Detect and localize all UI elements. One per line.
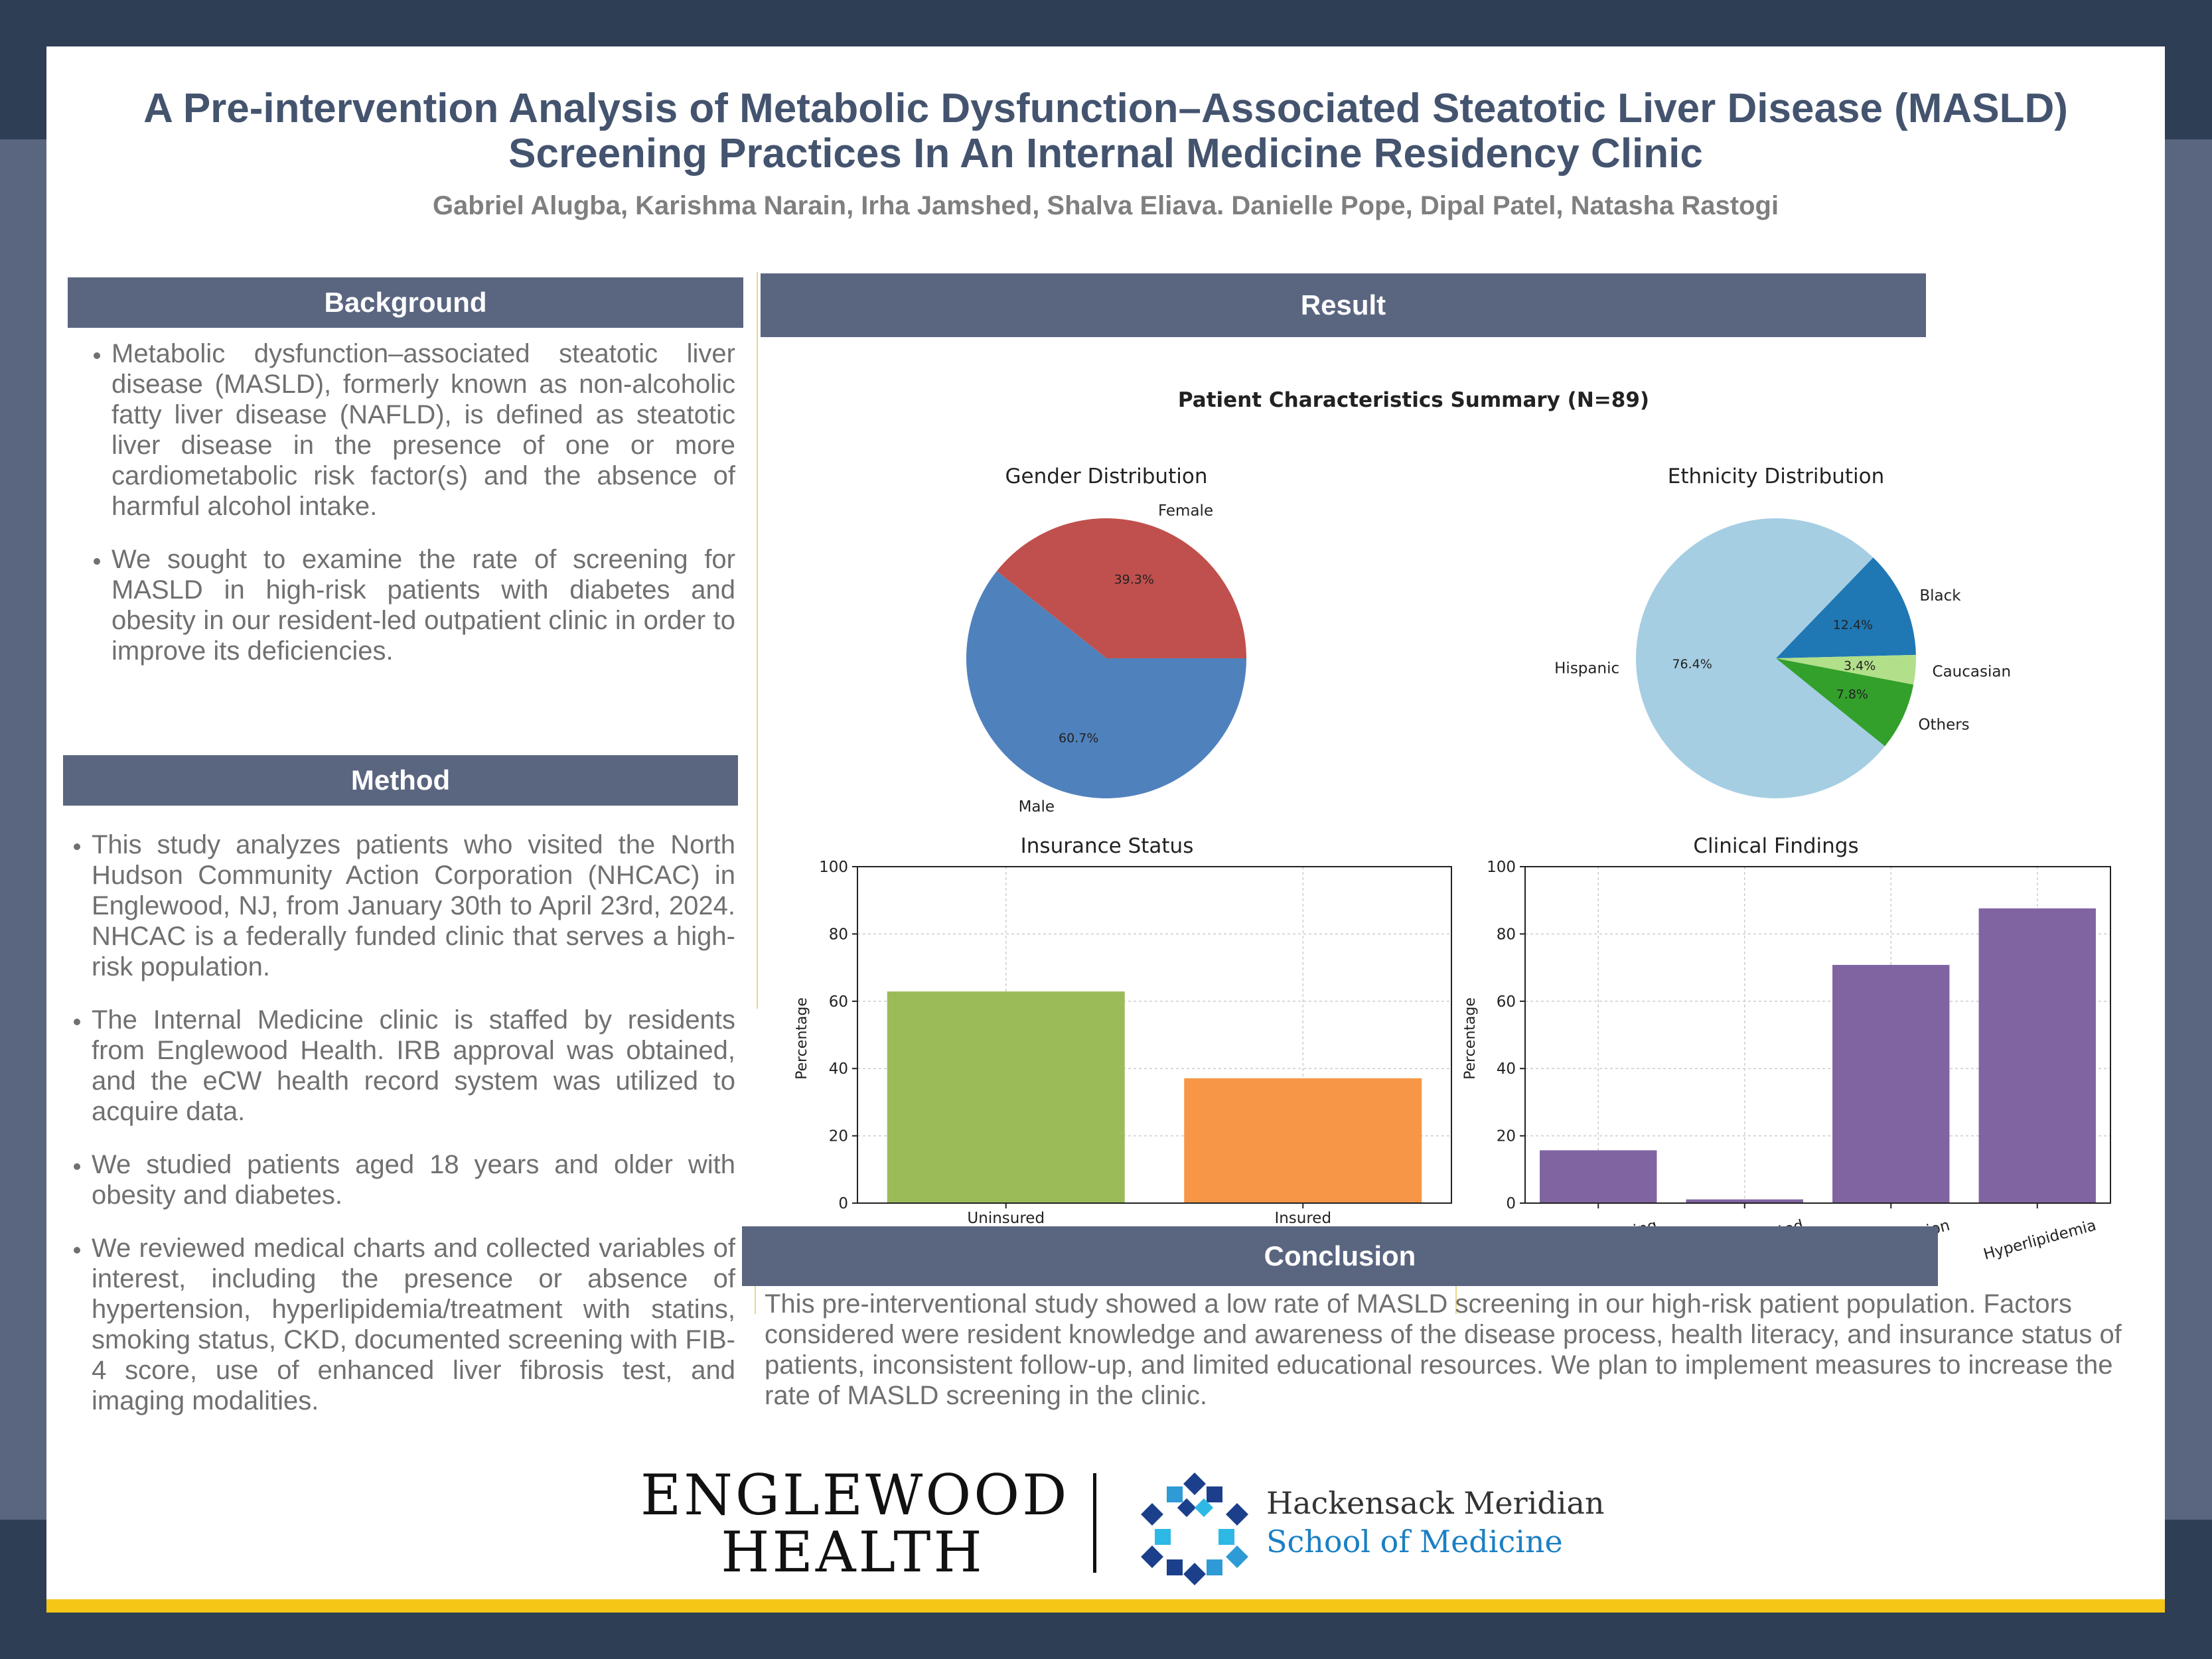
englewood-logo-line-2: HEALTH <box>721 1520 985 1585</box>
ethnicity-slice-caucasian <box>1776 654 1916 685</box>
insurance-xtick-label-insured: Insured <box>1274 1210 1331 1227</box>
gender-pie-chart: Gender Distribution 39.3% Female 60.7% Male <box>966 465 1246 816</box>
ethnicity-slice-label-caucasian: Caucasian <box>1933 663 2012 680</box>
column-divider <box>757 272 758 1009</box>
title-line-2: Screening Practices In An Internal Medic… <box>508 131 1703 177</box>
authors: Gabriel Alugba, Karishma Narain, Irha Ja… <box>432 191 1779 220</box>
ethnicity-pct-label-others: 7.8% <box>1836 687 1868 701</box>
ethnicity-slice-hispanic <box>1636 518 1885 798</box>
insurance-ytick-label: 20 <box>829 1128 848 1145</box>
gender-slice-male <box>966 571 1246 798</box>
clinical-ytick-label: 80 <box>1497 926 1516 943</box>
clinical-ytick-label: 20 <box>1497 1128 1516 1145</box>
background-bullet-2: We sought to examine the rate of screeni… <box>111 544 735 666</box>
ethnicity-slice-label-black: Black <box>1919 587 1961 605</box>
poster: A Pre-intervention Analysis of Metabolic… <box>46 46 2165 1613</box>
logo-separator <box>1093 1473 1096 1573</box>
clinical-chart-title: Clinical Findings <box>1693 834 1858 858</box>
gender-slice-label-female: Female <box>1158 502 1213 520</box>
result-header: Result <box>761 273 1926 337</box>
englewood-health-logo: ENGLEWOOD HEALTH <box>640 1463 1070 1585</box>
clinical-ylabel: Percentage <box>1462 997 1479 1080</box>
clinical-ytick-label: 0 <box>1506 1195 1516 1212</box>
ethnicity-pie-chart: Ethnicity Distribution 12.4% Black 76.4% Hi… <box>1554 465 2011 798</box>
method-bullet-4: We reviewed medical charts and collected… <box>92 1233 735 1416</box>
ethnicity-pct-label-hispanic: 76.4% <box>1672 657 1712 672</box>
result-figure: Patient Characteristics Summary (N=89) G… <box>794 388 2111 1267</box>
hms-logo-line-1: Hackensack Meridian <box>1266 1485 1605 1521</box>
clinical-bar-hyperlipidemia <box>1978 908 2096 1203</box>
method-bullet-1: This study analyzes patients who visited… <box>92 830 735 982</box>
gender-pct-label-male: 60.7% <box>1059 731 1098 746</box>
insurance-bar-chart: Insurance Status Percentage 0 20 40 60 80 100… <box>794 834 1452 1227</box>
clinical-axes-frame <box>1524 866 2111 1204</box>
method-header: Method <box>63 755 738 806</box>
clinical-ytick-label: 100 <box>1487 859 1516 876</box>
figure-title: Patient Characteristics Summary (N=89) <box>1178 388 1649 412</box>
gender-pct-label-female: 39.3% <box>1114 572 1154 587</box>
method-bullet-3: We studied patients aged 18 years and ol… <box>92 1149 735 1210</box>
insurance-ytick-label: 0 <box>838 1195 848 1212</box>
clinical-xtick-label-hyperlipidemia: Hyperlipidemia <box>1982 1217 2098 1263</box>
insurance-ytick-label: 40 <box>829 1060 848 1078</box>
gender-slice-female <box>996 518 1246 658</box>
clinical-ytick-label: 40 <box>1497 1060 1516 1078</box>
insurance-ytick-label: 80 <box>829 926 848 943</box>
ethnicity-slice-others <box>1776 658 1914 747</box>
clinical-bar-chart: Clinical Findings Percentage 0 20 40 60 80 10… <box>1462 834 2111 1267</box>
insurance-ytick-label: 100 <box>819 859 848 876</box>
insurance-bar-uninsured <box>887 991 1125 1203</box>
clinical-bar-abdominal-imaging <box>1540 1150 1657 1203</box>
background-bullets: Metabolic dysfunction–associated steatot… <box>85 338 735 689</box>
insurance-ylabel: Percentage <box>794 997 810 1080</box>
insurance-xtick-label-uninsured: Uninsured <box>967 1210 1045 1227</box>
clinical-bar-hypertension <box>1832 965 1950 1203</box>
hms-logo-line-2: School of Medicine <box>1266 1524 1563 1559</box>
gender-slice-label-male: Male <box>1019 798 1055 816</box>
conclusion-header: Conclusion <box>742 1226 1938 1286</box>
background-header: Background <box>68 277 743 328</box>
hms-logo-mark-icon <box>1141 1473 1248 1585</box>
gender-chart-title: Gender Distribution <box>1005 465 1208 488</box>
ethnicity-slice-label-others: Others <box>1918 716 1969 733</box>
englewood-logo-line-1: ENGLEWOOD <box>640 1463 1070 1528</box>
ethnicity-pct-label-black: 12.4% <box>1833 618 1873 632</box>
method-bullets: This study analyzes patients who visited… <box>65 830 735 1439</box>
method-bullet-2: The Internal Medicine clinic is staffed … <box>92 1005 735 1127</box>
ethnicity-pct-label-caucasian: 3.4% <box>1844 658 1876 673</box>
conclusion-text: This pre-interventional study showed a l… <box>765 1289 2122 1410</box>
insurance-bar-insured <box>1184 1078 1422 1203</box>
insurance-axes-frame <box>857 866 1452 1204</box>
insurance-chart-title: Insurance Status <box>1021 834 1194 858</box>
clinical-ytick-label: 60 <box>1497 993 1516 1011</box>
title-line-1: A Pre-intervention Analysis of Metabolic… <box>143 86 2068 131</box>
ethnicity-slice-black <box>1776 557 1916 658</box>
ethnicity-chart-title: Ethnicity Distribution <box>1668 465 1885 488</box>
poster-title: A Pre-intervention Analysis of Metabolic… <box>86 86 2125 177</box>
ethnicity-slice-label-hispanic: Hispanic <box>1554 660 1619 678</box>
footer-accent-bar <box>46 1599 2165 1613</box>
clinical-bar-fib-4-documented <box>1686 1199 1803 1203</box>
background-bullet-1: Metabolic dysfunction–associated steatot… <box>111 338 735 522</box>
insurance-ytick-label: 60 <box>829 993 848 1011</box>
